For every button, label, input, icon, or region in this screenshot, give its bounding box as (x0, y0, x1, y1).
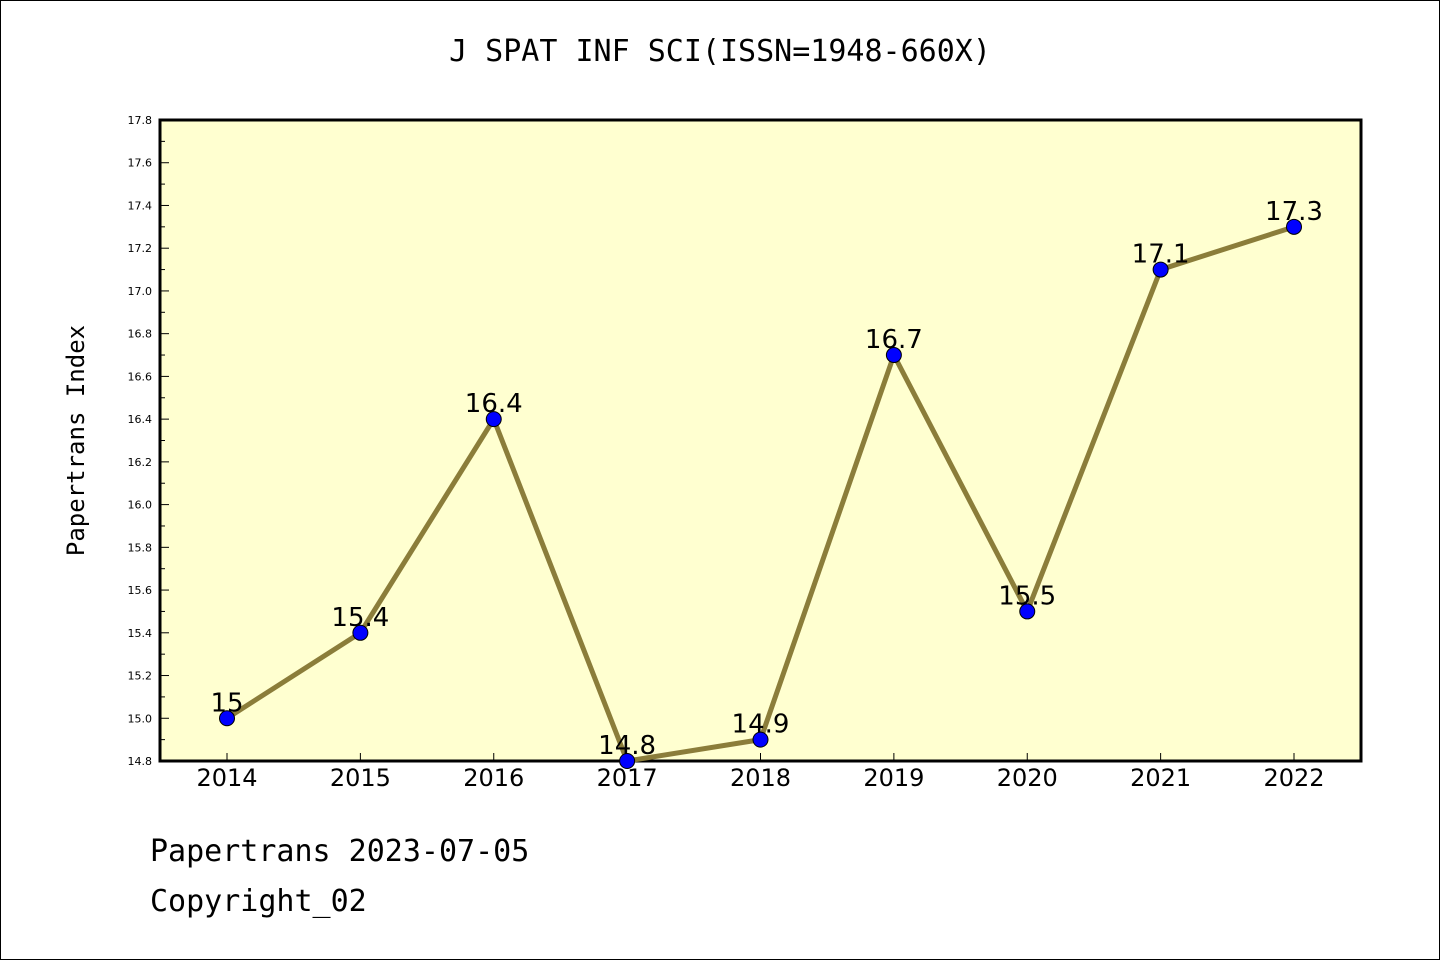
data-label: 15 (210, 688, 243, 718)
x-tick-label: 2022 (1263, 764, 1324, 792)
data-point (219, 710, 235, 727)
data-point (352, 624, 369, 641)
data-label: 17.1 (1132, 240, 1190, 270)
x-tick-label: 2016 (463, 764, 524, 792)
y-tick-label: 15.2 (128, 670, 153, 683)
data-label: 15.4 (331, 603, 389, 633)
y-tick-label: 16.6 (128, 370, 153, 383)
data-label: 16.4 (465, 389, 523, 419)
x-tick-label: 2014 (196, 764, 257, 792)
x-tick-label: 2015 (330, 764, 391, 792)
data-label: 14.9 (732, 710, 790, 740)
footer-copyright: Copyright_02 (150, 884, 367, 919)
data-point (1019, 603, 1036, 620)
data-label: 17.3 (1265, 197, 1323, 227)
y-tick-label: 14.8 (128, 755, 153, 768)
y-tick-label: 15.8 (128, 541, 153, 554)
data-label: 16.7 (865, 325, 923, 355)
y-tick-label: 15.6 (128, 584, 153, 597)
chart-title: J SPAT INF SCI(ISSN=1948-660X) (449, 34, 991, 69)
data-point (752, 731, 769, 748)
x-tick-label: 2019 (863, 764, 924, 792)
y-tick-label: 16.8 (128, 328, 153, 341)
y-tick-label: 17.4 (128, 199, 153, 212)
y-tick-label: 17.6 (128, 157, 153, 170)
y-tick-label: 16.4 (128, 413, 153, 426)
y-tick-label: 16.0 (128, 499, 153, 512)
footer-date: Papertrans 2023-07-05 (150, 834, 530, 869)
plot-area (158, 118, 1363, 763)
x-tick-label: 2018 (730, 764, 791, 792)
data-point (619, 753, 636, 769)
data-label: 15.5 (998, 581, 1056, 611)
x-tick-label: 2021 (1130, 764, 1191, 792)
y-tick-label: 15.0 (128, 712, 153, 725)
y-tick-label: 17.0 (128, 285, 153, 298)
data-point (885, 347, 902, 364)
data-point (1152, 261, 1169, 278)
y-axis-label: Papertrans Index (62, 325, 90, 556)
data-point (485, 411, 502, 428)
y-tick-label: 16.2 (128, 456, 153, 469)
x-tick-label: 2020 (997, 764, 1058, 792)
y-tick-label: 17.2 (128, 242, 153, 255)
data-label: 14.8 (598, 731, 656, 761)
y-tick-label: 17.8 (128, 114, 153, 127)
y-tick-label: 15.4 (128, 627, 153, 640)
data-point (1286, 218, 1302, 235)
